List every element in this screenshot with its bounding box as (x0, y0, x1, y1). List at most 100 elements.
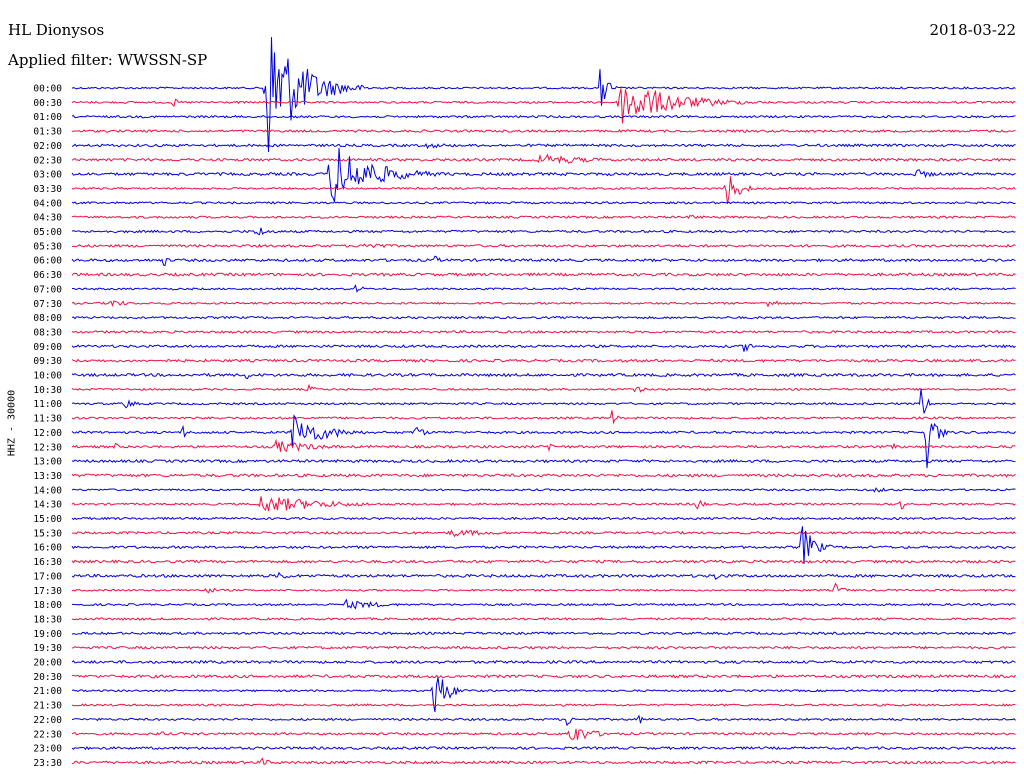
trace-line (71, 674, 1016, 679)
time-tick-label: 04:30 (33, 213, 62, 224)
trace-line (71, 516, 1016, 521)
time-tick-label: 09:30 (33, 356, 62, 367)
time-tick-label: 01:30 (33, 127, 62, 138)
trace-line (71, 315, 1016, 320)
time-tick-label: 13:30 (33, 471, 62, 482)
trace-line (71, 300, 1016, 308)
time-tick-label: 14:00 (33, 485, 62, 496)
trace-line (71, 659, 1016, 665)
station-name: HL Dionysos (8, 21, 105, 39)
time-tick-label: 20:00 (33, 658, 62, 669)
time-tick-label: 18:30 (33, 614, 62, 625)
trace-line (71, 147, 1016, 202)
time-tick-label: 12:00 (33, 428, 62, 439)
trace-line (71, 631, 1016, 636)
time-tick-label: 10:00 (33, 371, 62, 382)
trace-line (71, 201, 1016, 205)
time-tick-label: 11:00 (33, 399, 62, 410)
time-tick-label: 07:00 (33, 284, 62, 295)
trace-line (71, 153, 1016, 165)
trace-group (71, 37, 1016, 765)
trace-line (72, 529, 1016, 538)
trace-line (71, 526, 1016, 565)
time-tick-label: 03:30 (33, 184, 62, 195)
time-tick-label: 19:30 (33, 643, 62, 654)
trace-line (71, 114, 1016, 119)
trace-line (71, 383, 1016, 393)
time-tick-label: 05:00 (33, 227, 62, 238)
trace-line (71, 745, 1016, 751)
time-tick-label: 01:00 (33, 112, 62, 123)
trace-line (71, 677, 1016, 713)
trace-line (71, 214, 1016, 220)
time-tick-label: 13:00 (33, 457, 62, 468)
trace-line (71, 757, 1016, 765)
time-tick-label: 09:00 (33, 342, 62, 353)
time-tick-label: 21:00 (33, 686, 62, 697)
time-tick-label: 07:30 (33, 299, 62, 310)
time-tick-label: 21:30 (33, 701, 62, 712)
time-tick-label: 23:00 (33, 744, 62, 755)
time-tick-label: 22:30 (33, 729, 62, 740)
time-tick-label: 10:30 (33, 385, 62, 396)
trace-line (71, 582, 1016, 594)
trace-line (72, 284, 1016, 293)
trace-line (71, 330, 1016, 334)
time-tick-label: 15:30 (33, 528, 62, 539)
record-date: 2018-03-22 (929, 21, 1016, 39)
time-tick-label: 06:30 (33, 270, 62, 281)
trace-line (71, 728, 1016, 740)
trace-line (71, 617, 1016, 621)
time-tick-label: 18:00 (33, 600, 62, 611)
time-tick-label: 06:00 (33, 256, 62, 267)
time-tick-label: 23:30 (33, 758, 62, 769)
time-tick-label: 02:30 (33, 155, 62, 166)
trace-line (71, 343, 1016, 353)
time-tick-label: 15:00 (33, 514, 62, 525)
trace-line (71, 458, 1016, 464)
time-tick-label: 02:00 (33, 141, 62, 152)
time-tick-label: 00:00 (33, 84, 62, 95)
time-tick-label: 12:30 (33, 442, 62, 453)
trace-line (71, 714, 1016, 727)
trace-line (71, 438, 1016, 452)
trace-line (71, 559, 1016, 564)
trace-line (72, 598, 1016, 610)
time-tick-label: 00:30 (33, 98, 62, 109)
trace-line (71, 143, 1016, 150)
trace-line (71, 358, 1016, 363)
time-tick-label: 08:00 (33, 313, 62, 324)
trace-line (71, 176, 1016, 204)
time-tick-label: 14:30 (33, 500, 62, 511)
time-tick-label: 16:00 (33, 543, 62, 554)
time-tick-label: 17:00 (33, 571, 62, 582)
trace-line (71, 272, 1016, 277)
tick-label-group: 00:00 00:30 01:00 01:30 02:00 02:30 03:00 03:30… (33, 84, 62, 769)
trace-line (71, 255, 1016, 267)
trace-line (71, 487, 1016, 493)
time-tick-label: 11:30 (33, 414, 62, 425)
trace-line (71, 243, 1016, 249)
trace-line (71, 496, 1016, 512)
trace-line (71, 372, 1016, 380)
filter-label: Applied filter: WWSSN-SP (8, 51, 208, 69)
trace-line (71, 37, 1016, 153)
time-tick-label: 08:30 (33, 327, 62, 338)
trace-line (71, 129, 1016, 134)
trace-line (71, 414, 1016, 469)
trace-line (71, 645, 1016, 650)
trace-line (71, 388, 1016, 414)
time-tick-label: 22:00 (33, 715, 62, 726)
time-tick-label: 16:30 (33, 557, 62, 568)
time-tick-label: 03:00 (33, 170, 62, 181)
time-tick-label: 04:00 (33, 198, 62, 209)
trace-line (71, 88, 1016, 124)
trace-line (71, 227, 1016, 236)
time-tick-label: 19:00 (33, 629, 62, 640)
trace-line (71, 473, 1016, 478)
trace-line (71, 703, 1016, 707)
trace-line (71, 410, 1016, 425)
trace-line (71, 571, 1016, 580)
time-tick-label: 20:30 (33, 672, 62, 683)
